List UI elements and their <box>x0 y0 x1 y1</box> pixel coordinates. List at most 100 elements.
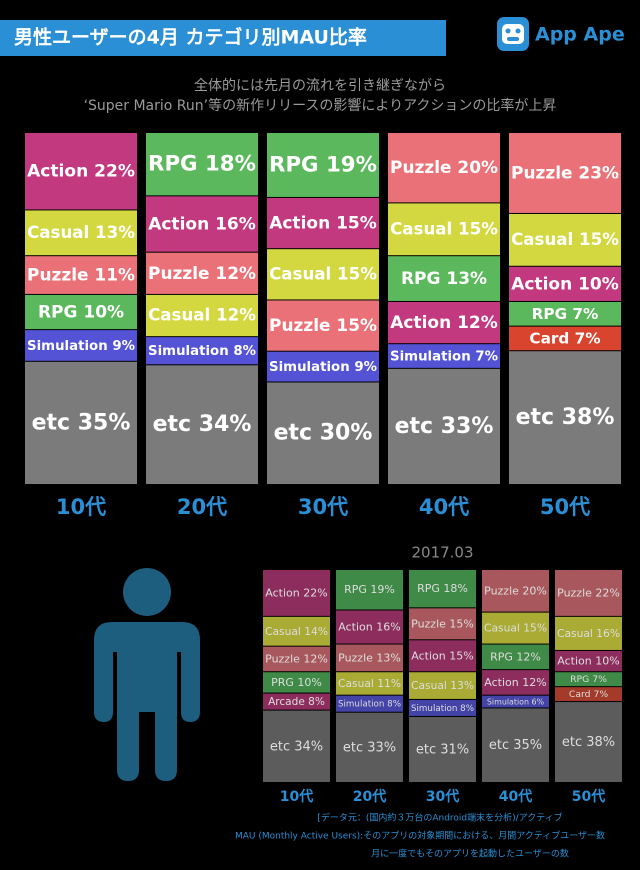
segment <box>336 644 403 672</box>
segment-label: etc 38% <box>516 405 615 430</box>
title-banner <box>0 20 446 56</box>
segment-label: Casual 11% <box>338 677 401 690</box>
segment-label: Puzzle 23% <box>511 162 619 182</box>
footer-note: [データ元：(国内約３万台のAndroid端末を分析)/アクティブ <box>317 812 562 824</box>
segment-label: etc 35% <box>489 738 542 753</box>
segment <box>388 203 500 256</box>
segment-label: etc 30% <box>274 421 373 446</box>
category-label: 20代 <box>177 495 227 519</box>
segment <box>267 382 379 484</box>
segment <box>267 300 379 351</box>
segment <box>25 133 137 210</box>
logo-icon <box>497 17 529 51</box>
segment-label: Action 10% <box>511 274 619 294</box>
title: 男性ユーザーの4月 カテゴリ別MAU比率 <box>14 26 367 49</box>
segment-label: etc 31% <box>416 742 469 757</box>
segment-label: Puzzle 11% <box>27 265 135 285</box>
segment-label: etc 38% <box>562 735 615 750</box>
segment-label: RPG 12% <box>490 650 541 663</box>
segment <box>267 249 379 300</box>
segment <box>482 695 549 708</box>
segment-label: etc 34% <box>270 739 323 754</box>
segment <box>263 570 330 616</box>
chart-title: 2017.03 <box>411 544 473 562</box>
segment-label: Puzzle 20% <box>484 584 547 597</box>
segment <box>146 252 258 294</box>
segment-label: Action 12% <box>484 676 546 689</box>
segment <box>509 133 621 213</box>
segment-label: Casual 15% <box>511 230 619 249</box>
segment <box>509 266 621 301</box>
segment-label: Casual 12% <box>148 306 256 325</box>
segment <box>409 570 476 608</box>
segment-label: RPG 19% <box>269 152 377 177</box>
segment <box>267 351 379 382</box>
segment <box>388 256 500 301</box>
segment-label: Casual 13% <box>411 679 474 692</box>
segment <box>146 337 258 365</box>
segment-label: Simulation 8% <box>338 700 401 710</box>
segment <box>263 693 330 710</box>
category-label: 40代 <box>499 788 532 805</box>
segment <box>25 256 137 294</box>
segment-label: Action 15% <box>269 214 377 234</box>
segment <box>336 695 403 712</box>
segment-label: Action 10% <box>557 655 619 668</box>
segment <box>336 570 403 610</box>
segment-label: RPG 19% <box>344 583 395 596</box>
segment <box>482 570 549 612</box>
segment-label: Casual 13% <box>27 223 135 242</box>
segment <box>146 294 258 337</box>
segment <box>263 672 330 693</box>
category-label: 50代 <box>572 788 605 805</box>
category-label: 30代 <box>298 495 348 519</box>
segment-label: RPG 18% <box>417 582 468 595</box>
segment-label: Casual 15% <box>269 264 377 283</box>
segment-label: RPG 7% <box>532 305 599 323</box>
category-label: 40代 <box>419 495 469 519</box>
segment <box>336 610 403 644</box>
segment <box>482 644 549 670</box>
segment-label: Puzzle 22% <box>557 586 620 599</box>
segment <box>509 301 621 326</box>
segment <box>267 197 379 249</box>
segment-label: Casual 15% <box>390 219 498 238</box>
segment <box>555 702 622 782</box>
segment <box>263 646 330 672</box>
segment <box>409 640 476 672</box>
segment <box>555 570 622 616</box>
footer-note: MAU (Monthly Active Users):そのアプリの対象期間におけ… <box>235 830 605 842</box>
segment-label: Casual 16% <box>557 627 620 640</box>
segment-label: Card 7% <box>569 689 608 700</box>
segment-label: Action 16% <box>338 621 400 634</box>
segment <box>388 133 500 203</box>
segment <box>409 672 476 699</box>
segment-label: RPG 7% <box>570 674 607 685</box>
segment <box>409 608 476 640</box>
segment <box>263 710 330 782</box>
segment <box>555 672 622 687</box>
segment-label: Puzzle 12% <box>148 263 256 283</box>
segment-label: etc 33% <box>395 414 494 439</box>
category-label: 50代 <box>540 495 590 519</box>
segment <box>25 330 137 361</box>
segment-label: Simulation 8% <box>411 704 474 714</box>
category-label: 20代 <box>353 788 386 805</box>
segment <box>336 712 403 782</box>
segment <box>409 716 476 782</box>
segment <box>263 616 330 646</box>
segment <box>25 294 137 330</box>
segment-label: Puzzle 15% <box>269 315 377 335</box>
segment-label: Action 16% <box>148 215 256 235</box>
segment <box>482 670 549 695</box>
segment-label: Card 7% <box>529 329 600 347</box>
segment <box>509 326 621 351</box>
segment <box>482 708 549 782</box>
segment-label: Puzzle 20% <box>390 157 498 177</box>
segment-label: Simulation 9% <box>27 339 135 354</box>
segment <box>146 196 258 252</box>
segment-label: Action 22% <box>27 162 135 182</box>
person-icon <box>94 568 200 781</box>
segment <box>409 699 476 716</box>
